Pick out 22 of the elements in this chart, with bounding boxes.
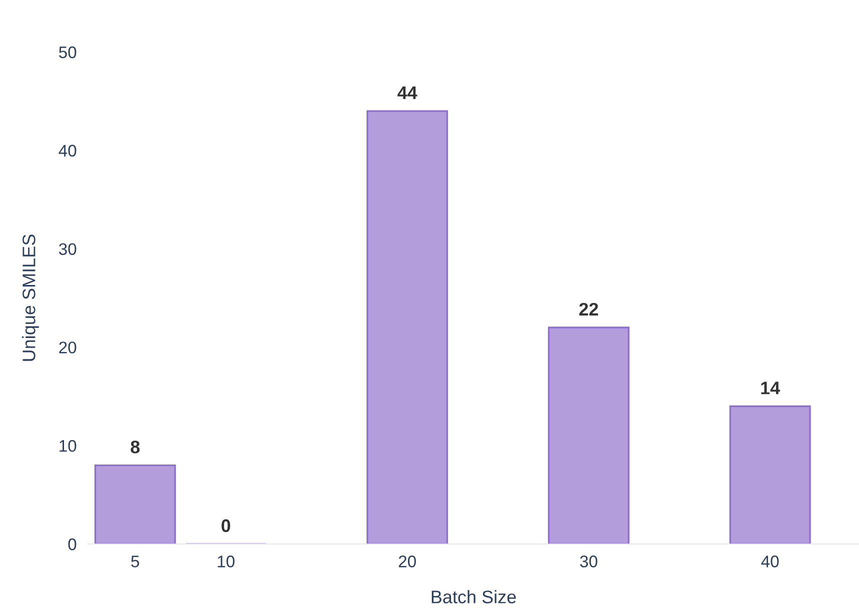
x-tick-label: 40 <box>761 556 779 568</box>
y-tick-label: 50 <box>59 46 76 58</box>
data-label: 8 <box>130 440 140 454</box>
y-tick-label: 30 <box>58 243 76 256</box>
x-axis-title: Batch Size <box>432 590 516 604</box>
y-tick-label: 0 <box>68 538 76 550</box>
y-tick-label: 20 <box>59 342 76 354</box>
bar <box>366 110 448 544</box>
x-tick-label: 20 <box>398 556 416 568</box>
y-axis-title: Unique SMILES <box>22 234 39 361</box>
x-tick-label: 10 <box>218 556 234 568</box>
y-tick-label: 10 <box>60 440 76 452</box>
x-tick-label: 30 <box>580 556 598 568</box>
y-tick-label: 40 <box>58 144 76 157</box>
data-label: 0 <box>222 519 230 532</box>
data-label: 22 <box>579 302 598 316</box>
data-label: 14 <box>761 382 780 394</box>
bar <box>94 464 176 544</box>
bar <box>729 405 811 544</box>
x-tick-label: 5 <box>131 556 140 568</box>
bar <box>548 326 630 544</box>
data-label: 44 <box>398 86 418 99</box>
